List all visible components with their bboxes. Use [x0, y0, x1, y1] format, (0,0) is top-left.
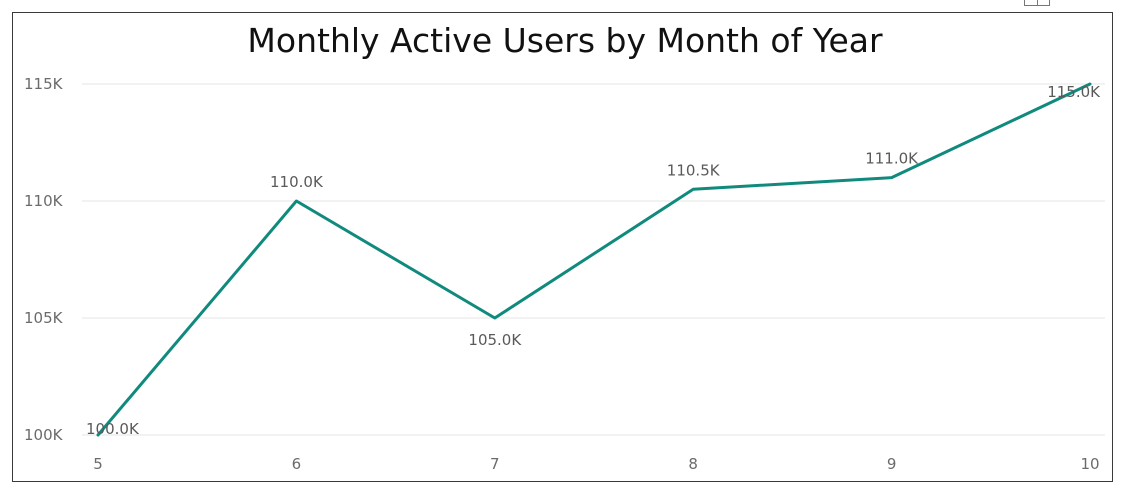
data-label: 100.0K: [86, 420, 140, 438]
y-tick-label: 110K: [24, 192, 64, 210]
data-label: 110.0K: [270, 173, 324, 191]
y-tick-label: 105K: [24, 309, 64, 327]
x-tick-label: 5: [93, 455, 103, 473]
x-tick-label: 10: [1080, 455, 1099, 473]
focus-mode-icon[interactable]: [1024, 0, 1050, 6]
data-label: 115.0K: [1047, 83, 1101, 101]
data-labels: 100.0K 110.0K 105.0K 110.5K 111.0K 115.0K: [86, 83, 1101, 438]
x-tick-label: 7: [490, 455, 500, 473]
data-label: 111.0K: [865, 150, 919, 168]
series-line[interactable]: [96, 82, 1092, 437]
y-axis-ticks: 100K 105K 110K 115K: [24, 75, 64, 444]
y-tick-label: 100K: [24, 426, 64, 444]
chart-visual-frame: [12, 12, 1113, 482]
x-tick-label: 6: [292, 455, 302, 473]
x-tick-label: 8: [688, 455, 698, 473]
x-tick-label: 9: [887, 455, 897, 473]
y-tick-label: 115K: [24, 75, 64, 93]
chart-title: Monthly Active Users by Month of Year: [247, 21, 883, 60]
data-label: 110.5K: [667, 161, 721, 179]
gridlines: [82, 83, 1105, 436]
data-label: 105.0K: [468, 331, 522, 349]
series-layer: [96, 82, 1092, 437]
x-axis-ticks: 5 6 7 8 9 10: [93, 455, 1099, 473]
